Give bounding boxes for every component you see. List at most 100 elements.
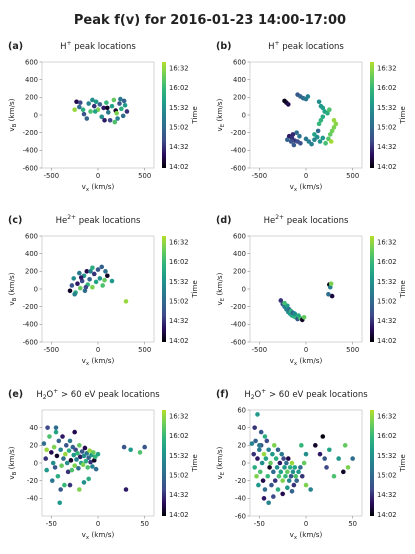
panel-title: He2+ peak locations	[56, 214, 141, 226]
y-tick-label: -600	[23, 164, 38, 172]
panel-title: H2O+ > 60 eV peak locations	[244, 388, 368, 401]
scatter-point	[273, 456, 279, 461]
scatter-point	[275, 487, 281, 492]
y-tick-label: -400	[231, 147, 246, 155]
scatter-point	[104, 100, 109, 105]
colorbar-tick-label: 14:02	[377, 163, 397, 171]
colorbar	[162, 62, 166, 168]
scatter-point	[257, 443, 262, 448]
scatter-point	[78, 275, 84, 280]
x-axis-label-sub: x	[86, 187, 90, 193]
y-axis-label-v: v	[7, 475, 16, 480]
scatter-point	[299, 443, 304, 448]
y-axis-label: vB (km/s)	[7, 446, 18, 479]
y-tick-label: -40	[27, 495, 38, 503]
scatter-point	[81, 480, 87, 485]
x-tick-label: -50	[254, 520, 265, 528]
scatter-point	[67, 438, 73, 444]
scatter-point	[109, 103, 115, 109]
y-tick-label: 0	[242, 285, 246, 293]
scatter-point	[44, 447, 49, 453]
scatter-point	[74, 457, 79, 462]
scatter-point	[262, 487, 268, 492]
scatter-point	[103, 269, 108, 274]
scatter-point	[285, 485, 290, 491]
y-axis-label: vE (km/s)	[215, 272, 226, 305]
panel-title-superscript: +	[261, 388, 266, 395]
scatter-point	[119, 106, 124, 112]
scatter-point	[274, 465, 280, 470]
scatter-point	[74, 99, 79, 105]
scatter-point	[80, 462, 86, 468]
panel-title-text: H	[268, 42, 274, 52]
scatter-point	[280, 478, 285, 483]
scatter-point	[85, 465, 91, 470]
scatter-point	[93, 279, 99, 285]
scatter-point	[91, 271, 97, 277]
scatter-point	[87, 276, 92, 282]
scatter-point	[290, 469, 296, 475]
panel-title-subscript: 2	[251, 394, 255, 401]
scatter-point	[294, 478, 299, 483]
panel-f: (f) H2O+ > 60 eV peak locations -50 0 50 60 40…	[215, 388, 407, 541]
scatter-point	[60, 434, 65, 439]
scatter-point	[86, 476, 91, 482]
y-axis-label: vE (km/s)	[215, 446, 226, 479]
y-tick-label: 600	[25, 232, 38, 240]
panel-title-suffix: peak locations	[72, 42, 137, 52]
scatter-point	[264, 438, 270, 444]
scatter-point	[72, 107, 77, 112]
colorbar	[370, 62, 374, 168]
scatter-point	[282, 465, 287, 470]
scatter-point	[121, 98, 127, 104]
scatter-point	[256, 482, 261, 488]
colorbar-tick-label: 14:02	[169, 163, 189, 171]
scatter-point	[91, 458, 97, 463]
scatter-point	[303, 482, 309, 488]
scatter-point	[276, 473, 282, 479]
y-axis-label-sub: E	[220, 297, 226, 301]
scatter-point	[54, 453, 60, 459]
scatter-point	[317, 451, 323, 457]
y-tick-label: 0	[34, 285, 38, 293]
scatter-point	[292, 311, 298, 317]
scatter-point	[291, 482, 297, 488]
scatter-point	[327, 132, 333, 137]
scatter-point	[267, 465, 272, 470]
scatter-point	[59, 463, 64, 468]
scatter-point	[77, 487, 82, 492]
scatter-point	[51, 444, 57, 450]
y-tick-label: -600	[231, 164, 246, 172]
y-axis-label-v: v	[7, 127, 16, 132]
scatter-point	[137, 450, 143, 455]
y-tick-label: 0	[34, 459, 38, 467]
y-tick-label: 600	[25, 58, 38, 66]
colorbar-tick-label: 16:02	[169, 84, 189, 92]
scatter-point	[109, 278, 115, 284]
y-tick-label: -20	[235, 477, 246, 485]
scatter-point	[111, 97, 117, 103]
scatter-point	[124, 109, 130, 114]
scatter-point	[296, 313, 301, 318]
scatter-point	[281, 456, 286, 461]
scatter-point	[81, 111, 87, 117]
scatter-point	[285, 137, 290, 143]
y-axis-label-sub: B	[12, 297, 18, 301]
scatter-point	[336, 456, 341, 461]
colorbar-tick-label: 14:02	[377, 337, 397, 345]
y-tick-label: 400	[233, 250, 246, 258]
scatter-point	[114, 110, 119, 116]
scatter-point	[72, 429, 77, 435]
scatter-point	[294, 130, 299, 135]
x-axis-label-v: v	[290, 530, 295, 539]
y-tick-label: 400	[233, 76, 246, 84]
scatter-point	[97, 276, 103, 281]
scatter-point	[99, 114, 105, 120]
scatter-point	[296, 469, 301, 475]
x-axis-label-unit: (km/s)	[89, 182, 114, 191]
x-tick-label: 500	[346, 346, 359, 354]
x-axis-label-v: v	[290, 182, 295, 191]
y-tick-label: -40	[235, 495, 246, 503]
scatter-point	[95, 267, 101, 272]
colorbar-tick-label: 15:32	[169, 104, 189, 112]
